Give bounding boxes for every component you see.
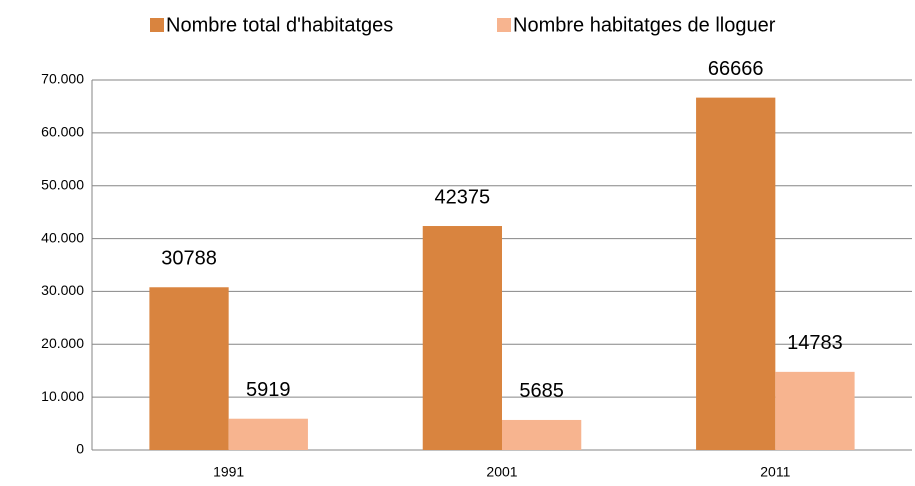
y-tick-label: 70.000 [41, 71, 84, 87]
data-label: 5919 [246, 379, 291, 401]
y-tick-label: 10.000 [41, 388, 84, 404]
legend-label: Nombre habitatges de lloguer [513, 14, 776, 36]
legend-label: Nombre total d'habitatges [166, 14, 393, 36]
y-tick-label: 20.000 [41, 335, 84, 351]
y-tick-label: 40.000 [41, 229, 84, 245]
legend-swatch [497, 18, 511, 32]
x-tick-label: 2011 [760, 464, 790, 480]
bar [775, 371, 855, 450]
data-label: 30788 [161, 248, 217, 270]
bar [149, 287, 229, 450]
y-tick-label: 50.000 [41, 176, 84, 192]
y-tick-label: 0 [76, 441, 84, 457]
x-tick-label: 2001 [486, 464, 517, 480]
legend-swatch [150, 18, 164, 32]
data-label: 66666 [708, 58, 764, 80]
data-label: 14783 [787, 332, 843, 354]
y-tick-label: 60.000 [41, 124, 84, 140]
data-label: 42375 [435, 186, 491, 208]
data-label: 5685 [519, 380, 564, 402]
bar [696, 97, 776, 451]
x-tick-label: 1991 [213, 464, 244, 480]
bar [422, 226, 502, 450]
y-tick-label: 30.000 [41, 282, 84, 298]
bar [502, 419, 582, 450]
bar [228, 418, 308, 450]
